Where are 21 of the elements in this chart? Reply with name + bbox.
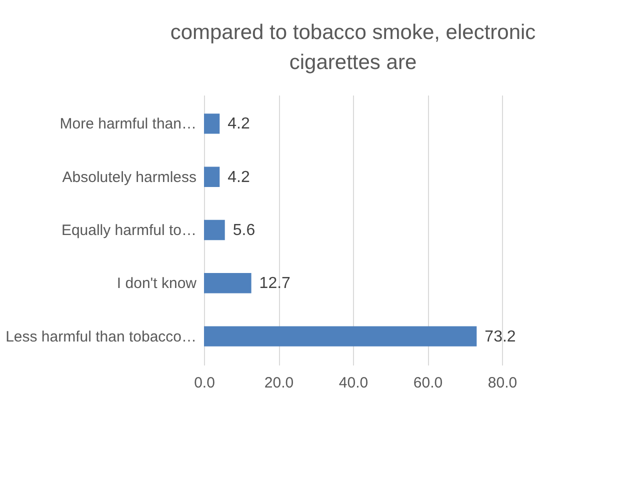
y-tick-label: Less harmful than tobacco… [6,328,196,346]
x-tick-label: 60.0 [413,374,443,392]
data-label: 5.6 [232,222,256,239]
bar [204,273,252,294]
data-label: 12.7 [259,275,291,292]
data-label: 4.2 [228,116,250,133]
x-tick-label: 0.0 [194,374,215,392]
bar [204,114,220,134]
y-tick-label: Absolutely harmless [62,168,196,186]
chart-title: compared to tobacco smoke, electronic cigarettes are [170,21,536,74]
bar [204,166,220,187]
x-tick-label: 40.0 [338,374,368,392]
y-tick-label: I don't know [116,275,197,292]
data-label: 73.2 [484,328,516,346]
x-tick-label: 20.0 [264,374,294,392]
y-tick-label: Equally harmful to… [61,222,196,239]
bar [204,220,225,240]
y-tick-label: More harmful than… [60,116,196,133]
data-label: 4.2 [228,168,250,186]
bar [204,326,477,346]
x-tick-label: 80.0 [488,374,518,392]
